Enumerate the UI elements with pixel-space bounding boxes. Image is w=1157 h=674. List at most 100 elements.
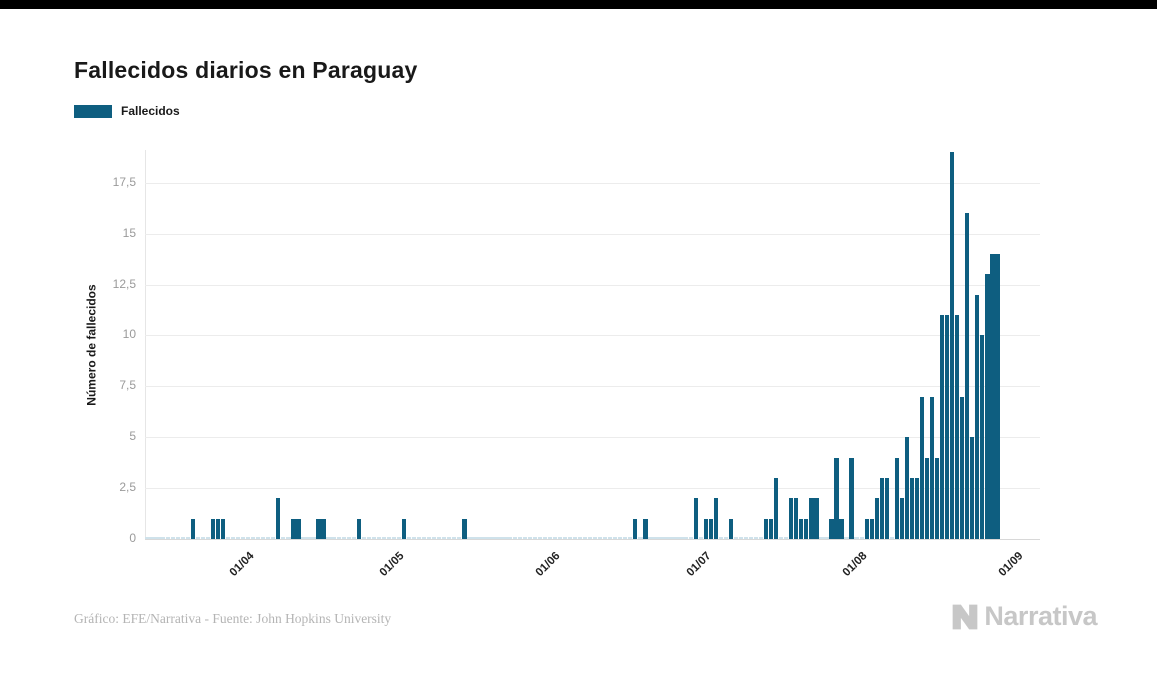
bar-14/04[interactable] bbox=[311, 537, 316, 539]
bar-27/07[interactable] bbox=[834, 457, 839, 539]
bar-26/03[interactable] bbox=[215, 518, 221, 539]
bar-24/03[interactable] bbox=[205, 537, 211, 539]
bar-19/04[interactable] bbox=[336, 537, 341, 539]
bar-13/06[interactable] bbox=[613, 537, 618, 539]
bar-12/06[interactable] bbox=[608, 537, 613, 539]
bar-30/04[interactable] bbox=[391, 537, 397, 539]
bar-07/04[interactable] bbox=[276, 498, 281, 539]
bar-24/04[interactable] bbox=[361, 537, 366, 539]
bar-18/03[interactable] bbox=[175, 537, 180, 539]
bar-04/04[interactable] bbox=[261, 537, 266, 539]
bar-18/05[interactable] bbox=[482, 537, 487, 539]
bar-09/04[interactable] bbox=[286, 537, 291, 539]
bar-30/03[interactable] bbox=[235, 537, 241, 539]
bar-06/05[interactable] bbox=[421, 537, 427, 539]
bar-27/04[interactable] bbox=[376, 537, 382, 539]
bar-11/05[interactable] bbox=[447, 537, 452, 539]
bar-29/06[interactable] bbox=[693, 498, 698, 539]
bar-16/05[interactable] bbox=[472, 537, 477, 539]
bar-26/08[interactable] bbox=[985, 274, 990, 539]
bar-13/07[interactable] bbox=[763, 518, 769, 539]
bar-13/08[interactable] bbox=[919, 396, 925, 539]
bar-03/06[interactable] bbox=[562, 537, 568, 539]
bar-11/06[interactable] bbox=[603, 537, 608, 539]
bar-01/06[interactable] bbox=[552, 537, 558, 539]
bar-03/08[interactable] bbox=[869, 518, 874, 539]
bar-17/06[interactable] bbox=[633, 518, 638, 539]
bar-04/05[interactable] bbox=[411, 537, 417, 539]
bar-06/04[interactable] bbox=[271, 537, 276, 539]
bar-14/03[interactable] bbox=[155, 537, 160, 539]
bar-06/08[interactable] bbox=[884, 477, 889, 539]
bar-25/07[interactable] bbox=[824, 537, 829, 539]
bar-19/06[interactable] bbox=[643, 518, 648, 539]
bar-15/05[interactable] bbox=[467, 537, 472, 539]
bar-02/04[interactable] bbox=[251, 537, 256, 539]
bar-12/07[interactable] bbox=[758, 537, 764, 539]
bar-02/08[interactable] bbox=[864, 518, 869, 539]
bar-25/06[interactable] bbox=[673, 537, 678, 539]
bar-29/05[interactable] bbox=[537, 537, 542, 539]
bar-08/05[interactable] bbox=[432, 537, 437, 539]
bar-27/05[interactable] bbox=[527, 537, 532, 539]
bar-14/06[interactable] bbox=[618, 537, 623, 539]
bar-21/03[interactable] bbox=[190, 518, 195, 539]
bar-09/07[interactable] bbox=[743, 537, 749, 539]
bar-22/03[interactable] bbox=[195, 537, 200, 539]
bar-15/04[interactable] bbox=[316, 518, 321, 539]
bar-02/07[interactable] bbox=[708, 518, 713, 539]
bar-28/05[interactable] bbox=[532, 537, 537, 539]
bar-29/03[interactable] bbox=[230, 537, 236, 539]
bar-27/03[interactable] bbox=[220, 518, 226, 539]
bar-28/08[interactable] bbox=[995, 254, 1000, 539]
bar-23/05[interactable] bbox=[507, 537, 512, 539]
bar-21/04[interactable] bbox=[346, 537, 351, 539]
bar-14/08[interactable] bbox=[924, 457, 930, 539]
bar-31/03[interactable] bbox=[240, 537, 246, 539]
bar-22/04[interactable] bbox=[351, 537, 356, 539]
bar-14/05[interactable] bbox=[462, 518, 467, 539]
bar-17/08[interactable] bbox=[939, 315, 945, 539]
bar-01/07[interactable] bbox=[703, 518, 708, 539]
bar-12/04[interactable] bbox=[301, 537, 306, 539]
bar-20/03[interactable] bbox=[185, 537, 190, 539]
bar-23/08[interactable] bbox=[970, 437, 975, 539]
bar-20/05[interactable] bbox=[492, 537, 497, 539]
bar-04/06[interactable] bbox=[567, 537, 573, 539]
bar-20/04[interactable] bbox=[341, 537, 346, 539]
bar-18/04[interactable] bbox=[331, 537, 336, 539]
bar-28/03[interactable] bbox=[225, 537, 231, 539]
bar-28/04[interactable] bbox=[381, 537, 387, 539]
bar-10/05[interactable] bbox=[442, 537, 447, 539]
bar-23/07[interactable] bbox=[814, 498, 819, 539]
bar-21/08[interactable] bbox=[960, 396, 965, 539]
bar-23/04[interactable] bbox=[356, 518, 361, 539]
bar-22/06[interactable] bbox=[658, 537, 663, 539]
bar-13/05[interactable] bbox=[457, 537, 462, 539]
bar-25/08[interactable] bbox=[980, 335, 985, 539]
bar-05/04[interactable] bbox=[266, 537, 271, 539]
bar-09/06[interactable] bbox=[592, 537, 598, 539]
bar-18/07[interactable] bbox=[789, 498, 794, 539]
bar-26/07[interactable] bbox=[829, 518, 834, 539]
bar-26/06[interactable] bbox=[678, 537, 683, 539]
bar-05/07[interactable] bbox=[723, 537, 729, 539]
bar-07/06[interactable] bbox=[582, 537, 588, 539]
bar-04/07[interactable] bbox=[718, 537, 723, 539]
bar-13/04[interactable] bbox=[306, 537, 311, 539]
bar-23/06[interactable] bbox=[663, 537, 668, 539]
bar-17/07[interactable] bbox=[784, 537, 789, 539]
bar-08/04[interactable] bbox=[281, 537, 286, 539]
bar-29/07[interactable] bbox=[844, 537, 849, 539]
bar-20/08[interactable] bbox=[955, 315, 960, 539]
bar-05/06[interactable] bbox=[572, 537, 578, 539]
bar-20/06[interactable] bbox=[648, 537, 653, 539]
bar-16/04[interactable] bbox=[321, 518, 326, 539]
bar-12/05[interactable] bbox=[452, 537, 457, 539]
bar-30/07[interactable] bbox=[849, 457, 854, 539]
bar-24/08[interactable] bbox=[975, 294, 980, 539]
bar-15/03[interactable] bbox=[160, 537, 165, 539]
bar-13/03[interactable] bbox=[150, 537, 155, 539]
bar-21/07[interactable] bbox=[804, 518, 809, 539]
bar-15/07[interactable] bbox=[774, 477, 779, 539]
